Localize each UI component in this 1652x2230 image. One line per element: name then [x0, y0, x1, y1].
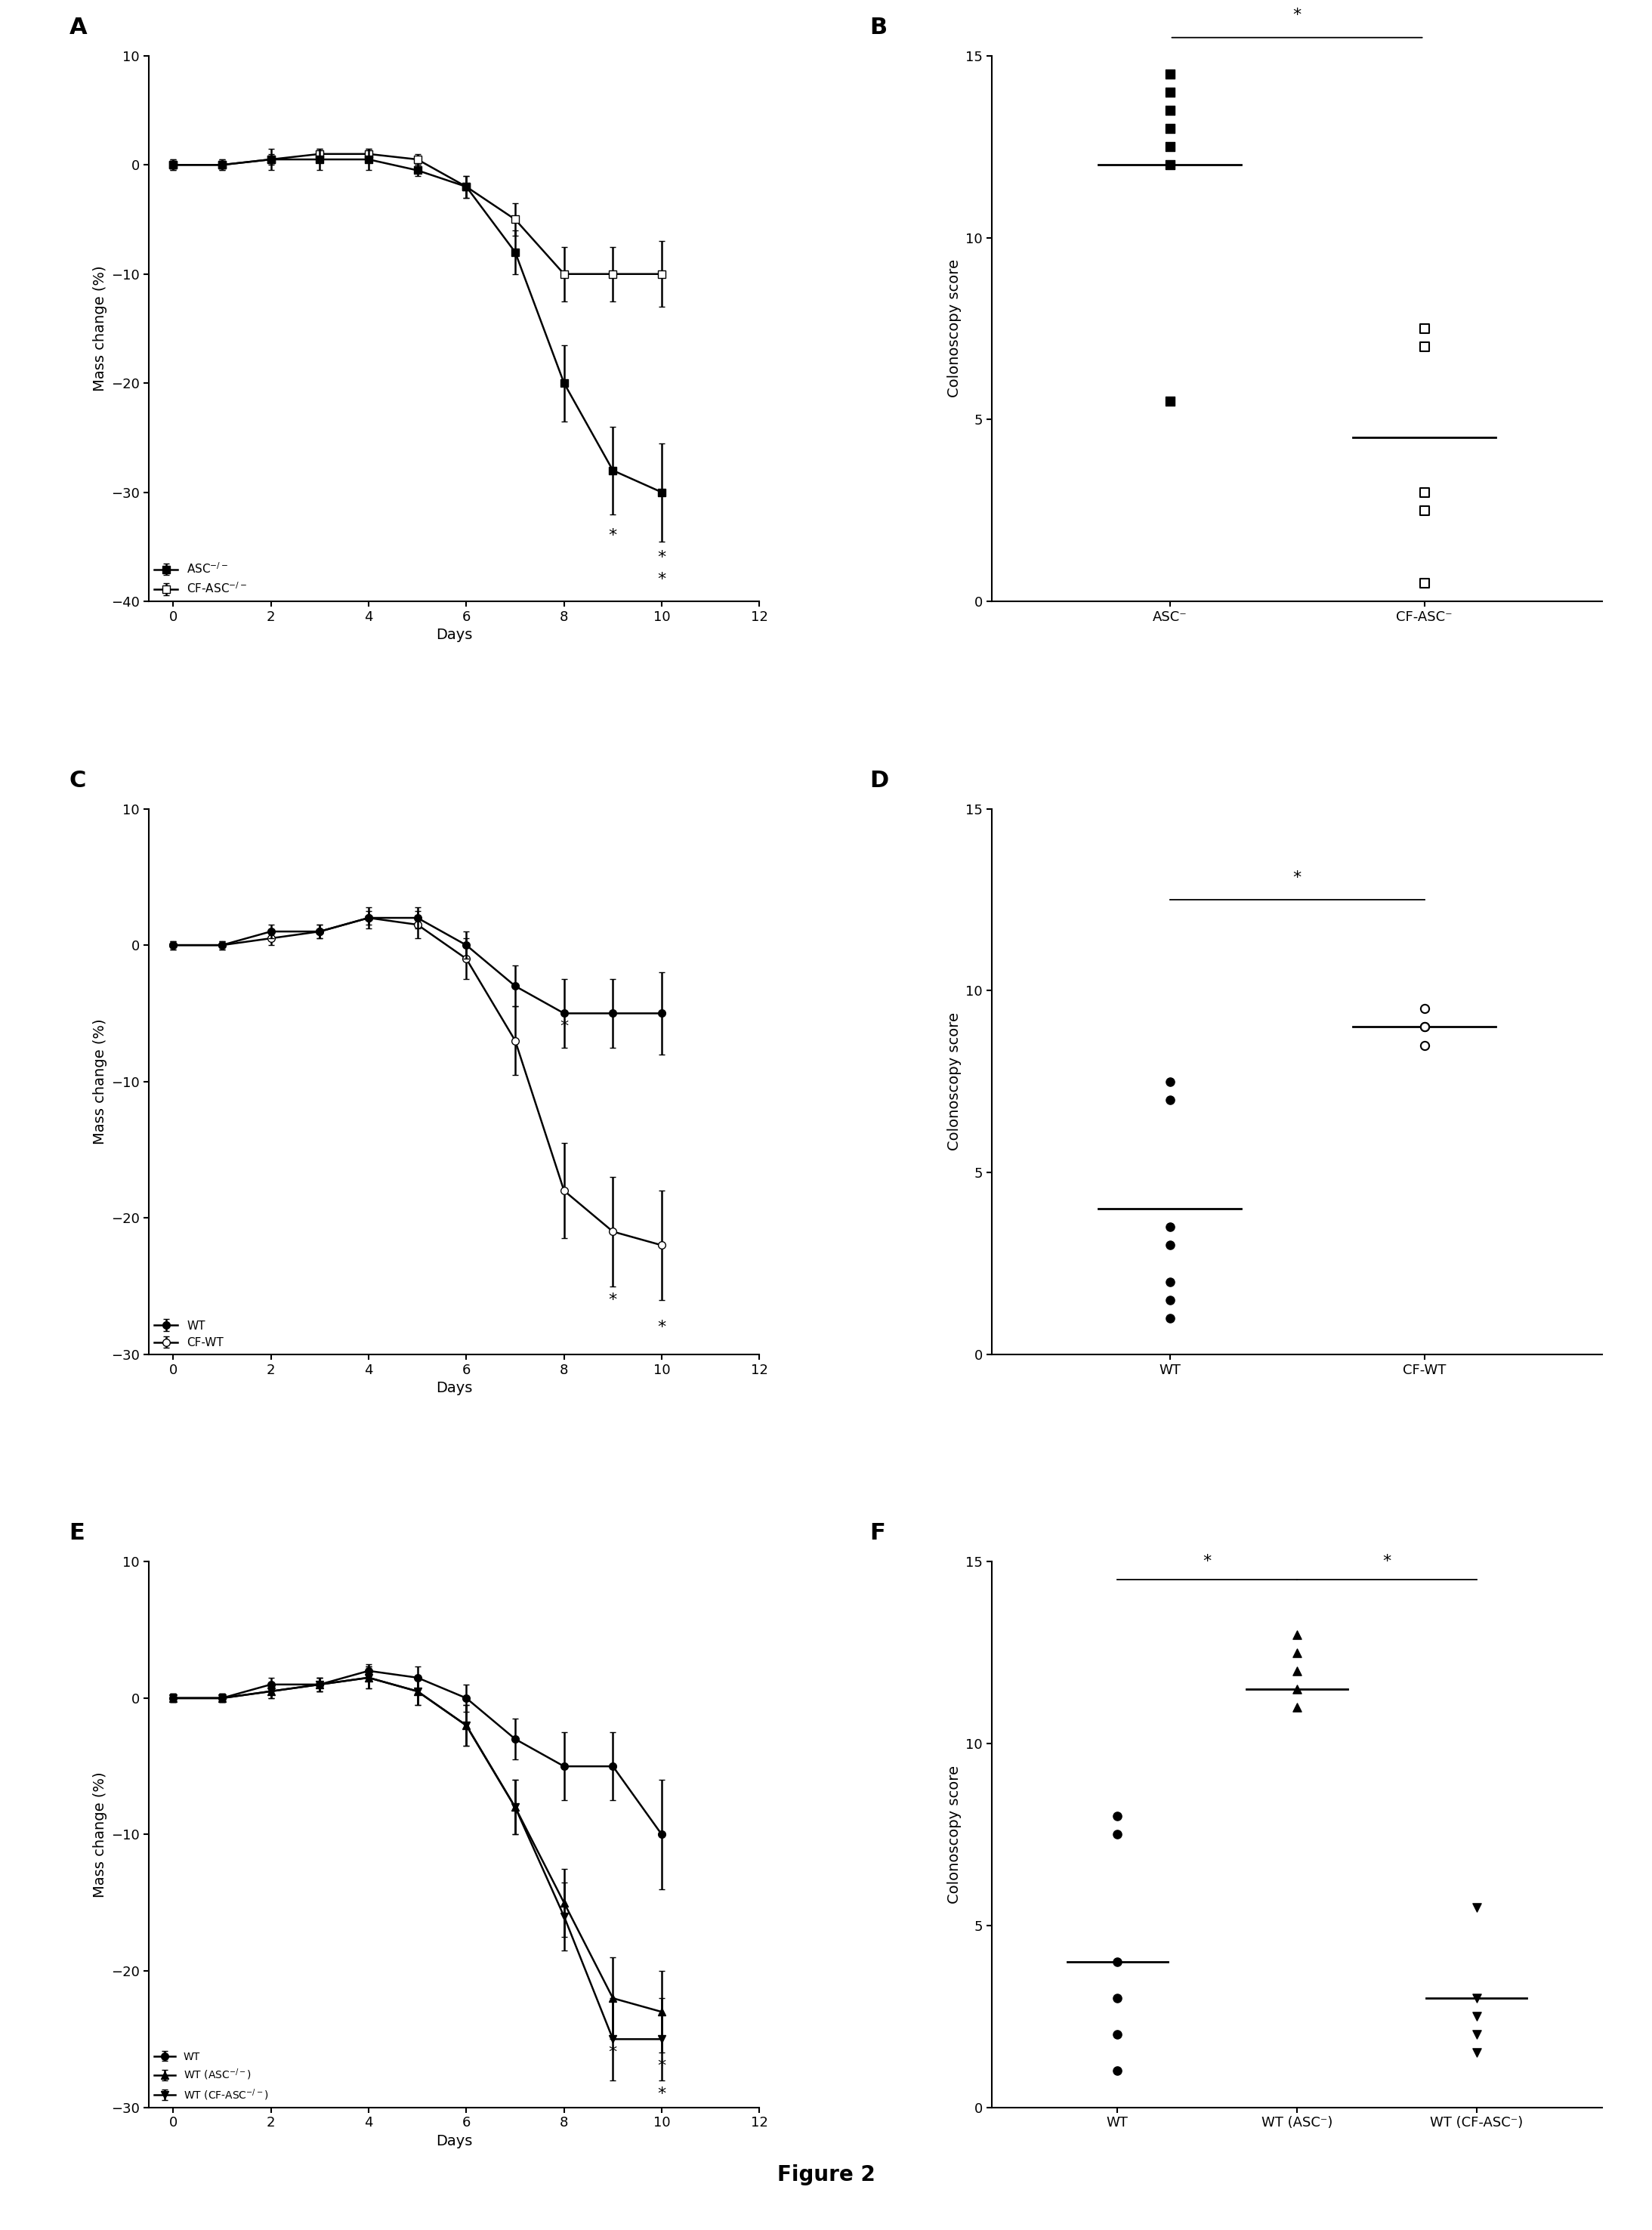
Text: *: *	[657, 1320, 666, 1334]
Text: Figure 2: Figure 2	[776, 2165, 876, 2185]
Point	[1156, 147, 1183, 183]
Text: *: *	[1203, 1554, 1211, 1570]
Point	[1411, 310, 1437, 346]
Y-axis label: Mass change (%): Mass change (%)	[93, 265, 107, 392]
X-axis label: Days: Days	[436, 629, 472, 642]
Text: *: *	[608, 529, 618, 544]
X-axis label: Days: Days	[436, 1380, 472, 1396]
Point	[1464, 1980, 1490, 2016]
Point	[1156, 384, 1183, 419]
Text: A: A	[69, 16, 88, 38]
Point	[1411, 493, 1437, 529]
Point	[1464, 2016, 1490, 2052]
Point	[1156, 1282, 1183, 1318]
Point	[1411, 990, 1437, 1026]
Point	[1104, 1800, 1130, 1835]
Point	[1156, 1064, 1183, 1099]
Text: *: *	[657, 551, 666, 564]
Point	[1156, 1264, 1183, 1300]
Text: *: *	[1294, 870, 1302, 885]
Point	[1284, 1635, 1310, 1670]
Text: *: *	[657, 2085, 666, 2101]
Legend: WT, CF-WT: WT, CF-WT	[154, 1320, 223, 1349]
Point	[1156, 74, 1183, 109]
Legend: ASC$^{-/-}$, CF-ASC$^{-/-}$: ASC$^{-/-}$, CF-ASC$^{-/-}$	[154, 562, 248, 595]
Text: F: F	[869, 1523, 885, 1545]
Y-axis label: Colonoscopy score: Colonoscopy score	[947, 1766, 961, 1904]
Point	[1156, 1300, 1183, 1336]
Text: E: E	[69, 1523, 84, 1545]
Point	[1411, 1010, 1437, 1046]
Point	[1156, 1082, 1183, 1117]
Y-axis label: Colonoscopy score: Colonoscopy score	[947, 259, 961, 397]
Y-axis label: Mass change (%): Mass change (%)	[93, 1771, 107, 1898]
Point	[1156, 129, 1183, 165]
Point	[1104, 1945, 1130, 1980]
Text: *: *	[1294, 9, 1302, 22]
Point	[1284, 1690, 1310, 1726]
Point	[1104, 2054, 1130, 2090]
X-axis label: Days: Days	[436, 2134, 472, 2147]
Text: *: *	[608, 2045, 618, 2061]
Point	[1464, 1889, 1490, 1924]
Point	[1284, 1670, 1310, 1706]
Point	[1104, 1980, 1130, 2016]
Text: *: *	[560, 1019, 568, 1035]
Text: C: C	[69, 769, 86, 792]
Point	[1464, 2036, 1490, 2072]
Point	[1411, 566, 1437, 602]
Text: *: *	[1383, 1554, 1391, 1570]
Text: D: D	[869, 769, 889, 792]
Y-axis label: Mass change (%): Mass change (%)	[93, 1019, 107, 1144]
Text: *: *	[657, 2058, 666, 2074]
Point	[1156, 91, 1183, 127]
Text: *: *	[657, 573, 666, 586]
Point	[1284, 1652, 1310, 1688]
Text: *: *	[608, 1291, 618, 1307]
Point	[1411, 1010, 1437, 1046]
Point	[1411, 328, 1437, 363]
Point	[1156, 56, 1183, 91]
Text: B: B	[869, 16, 887, 38]
Point	[1464, 1998, 1490, 2034]
Point	[1156, 112, 1183, 147]
Point	[1411, 475, 1437, 511]
Y-axis label: Colonoscopy score: Colonoscopy score	[947, 1012, 961, 1151]
Legend: WT, WT (ASC$^{-/-}$), WT (CF-ASC$^{-/-}$): WT, WT (ASC$^{-/-}$), WT (CF-ASC$^{-/-}$…	[154, 2052, 269, 2103]
Point	[1284, 1617, 1310, 1652]
Point	[1104, 1817, 1130, 1853]
Point	[1156, 1209, 1183, 1244]
Point	[1156, 1227, 1183, 1262]
Point	[1411, 1028, 1437, 1064]
Point	[1104, 2016, 1130, 2052]
